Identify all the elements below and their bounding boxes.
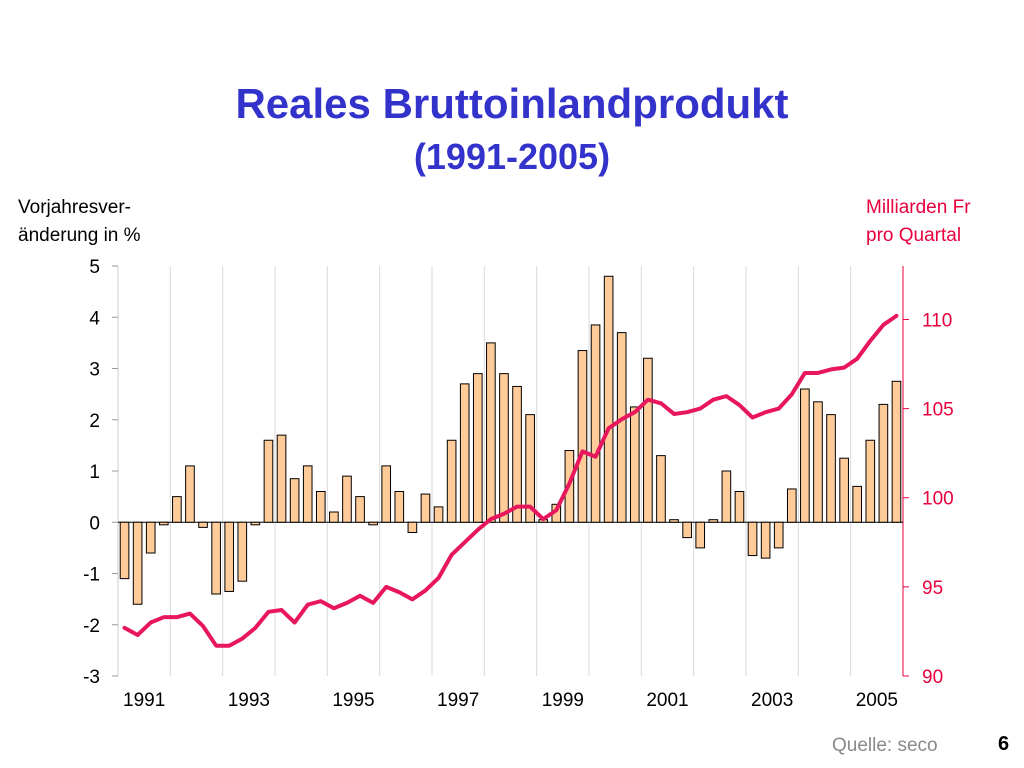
bar bbox=[826, 414, 836, 523]
right-tick-label: 95 bbox=[922, 578, 943, 599]
bar bbox=[394, 491, 405, 523]
bar bbox=[315, 491, 326, 523]
bar bbox=[407, 521, 418, 533]
right-tick-label: 100 bbox=[922, 489, 954, 510]
bar bbox=[433, 506, 444, 523]
source-note: Quelle: seco bbox=[832, 735, 938, 756]
bar bbox=[590, 324, 601, 523]
bar bbox=[446, 439, 457, 523]
x-tick-label: 2001 bbox=[646, 690, 688, 711]
bar bbox=[656, 455, 666, 523]
bar bbox=[224, 521, 235, 592]
bar bbox=[459, 383, 470, 523]
bar bbox=[878, 403, 889, 523]
bar bbox=[852, 485, 863, 523]
right-tick-label: 105 bbox=[922, 400, 954, 421]
bar bbox=[682, 521, 692, 539]
page-number: 6 bbox=[998, 733, 1010, 755]
bar bbox=[708, 519, 719, 523]
bar bbox=[629, 406, 640, 523]
bar bbox=[302, 465, 313, 523]
bar bbox=[250, 521, 261, 526]
x-tick-label: 1995 bbox=[332, 690, 374, 711]
x-tick-label: 1993 bbox=[228, 690, 270, 711]
bar bbox=[747, 521, 758, 557]
bar bbox=[420, 493, 431, 523]
bar bbox=[839, 457, 849, 523]
bar bbox=[172, 496, 182, 523]
left-tick-label: -3 bbox=[83, 667, 100, 688]
x-tick-label: 2005 bbox=[856, 690, 898, 711]
left-tick-label: 1 bbox=[89, 462, 100, 483]
bar bbox=[669, 519, 679, 523]
x-tick-label: 1999 bbox=[542, 690, 584, 711]
bar bbox=[786, 488, 797, 523]
bar bbox=[276, 434, 287, 523]
left-tick-label: 2 bbox=[89, 411, 100, 432]
bar bbox=[355, 496, 365, 523]
bar bbox=[603, 275, 614, 523]
bar bbox=[237, 521, 248, 582]
bar bbox=[119, 521, 130, 580]
bar bbox=[577, 350, 588, 523]
bar bbox=[760, 521, 771, 559]
bar bbox=[211, 521, 221, 595]
left-axis-title-line: Vorjahresver- bbox=[18, 197, 131, 218]
bar bbox=[198, 521, 208, 528]
bar bbox=[486, 342, 496, 523]
bar bbox=[185, 465, 195, 523]
bar bbox=[158, 521, 169, 526]
left-tick-label: 0 bbox=[89, 513, 100, 534]
bar bbox=[381, 465, 392, 523]
right-axis-title-line: pro Quartal bbox=[866, 225, 962, 246]
right-axis-title: Milliarden Fr pro Quartal bbox=[866, 194, 971, 250]
bar bbox=[891, 380, 902, 523]
right-axis-title-line: Milliarden Fr bbox=[866, 197, 971, 218]
bar bbox=[512, 385, 522, 523]
x-tick-label: 2003 bbox=[751, 690, 793, 711]
bar bbox=[695, 521, 706, 549]
bar bbox=[289, 478, 300, 523]
chart-subtitle: (1991-2005) bbox=[413, 136, 611, 177]
bar bbox=[329, 511, 339, 523]
bar bbox=[499, 373, 509, 523]
bar bbox=[145, 521, 156, 554]
bar bbox=[773, 521, 784, 549]
bar bbox=[721, 470, 732, 523]
bar bbox=[368, 521, 378, 526]
bar bbox=[813, 401, 823, 523]
bar bbox=[132, 521, 143, 605]
left-axis-title-line: änderung in % bbox=[18, 225, 141, 246]
bar bbox=[734, 491, 745, 523]
bar bbox=[525, 414, 535, 523]
bar bbox=[342, 475, 352, 523]
bar bbox=[472, 373, 483, 523]
right-tick-label: 110 bbox=[922, 310, 952, 331]
left-tick-label: -2 bbox=[83, 616, 100, 637]
chart-title: Reales Bruttoinlandprodukt bbox=[235, 80, 789, 127]
left-tick-label: 5 bbox=[89, 257, 100, 278]
left-tick-label: 4 bbox=[89, 308, 100, 329]
bar bbox=[616, 332, 627, 523]
left-axis-title: Vorjahresver- änderung in % bbox=[18, 194, 141, 250]
x-tick-label: 1991 bbox=[123, 690, 165, 711]
bar bbox=[800, 388, 810, 523]
x-tick-label: 1997 bbox=[437, 690, 479, 711]
left-tick-label: -1 bbox=[83, 565, 100, 586]
bar bbox=[263, 439, 274, 523]
left-tick-label: 3 bbox=[89, 360, 100, 381]
bar bbox=[865, 439, 876, 523]
bar bbox=[643, 357, 653, 523]
right-tick-label: 90 bbox=[922, 667, 943, 688]
gdp-level-line bbox=[122, 313, 899, 648]
